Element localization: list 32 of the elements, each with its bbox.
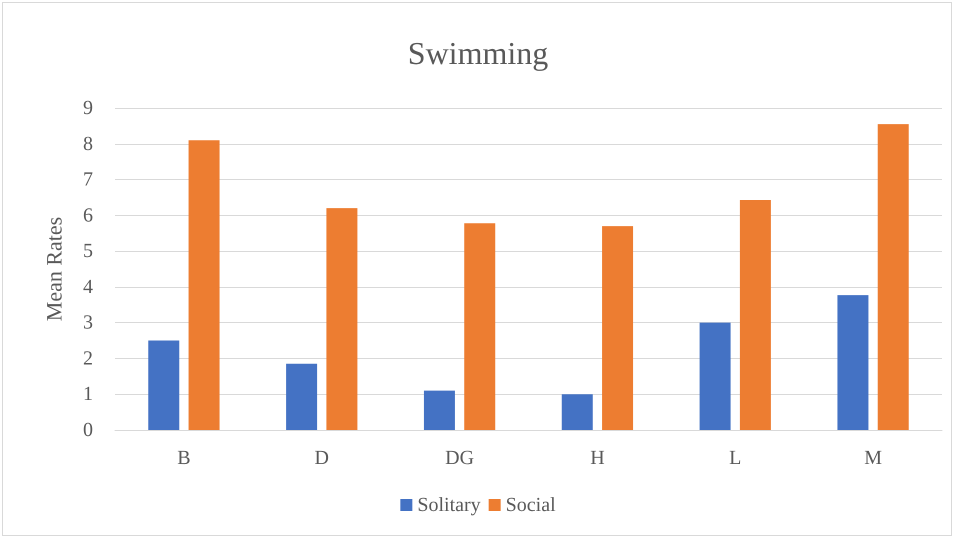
y-tick-label: 9 [83,97,93,119]
bar [562,394,593,430]
bar [326,208,358,430]
y-tick-label: 3 [83,312,93,334]
bar [148,340,180,430]
bar [740,200,771,430]
x-tick-label: D [314,447,329,469]
x-tick-label: B [177,447,191,469]
chart-title: Swimming [408,35,548,71]
y-tick-label: 2 [83,347,93,370]
legend-label: Solitary [417,494,481,516]
y-tick-label: 7 [83,168,93,191]
legend-label: Social [506,494,556,516]
x-tick-label: H [590,447,605,469]
bar [188,140,220,430]
y-tick-label: 4 [83,276,93,298]
y-axis-title: Mean Rates [42,216,66,322]
x-tick-label: M [864,447,882,469]
bar [602,226,634,430]
x-tick-label: L [729,447,742,469]
bar [424,390,455,430]
y-tick-label: 1 [83,383,93,406]
y-tick-label: 5 [83,240,93,262]
y-tick-label: 8 [83,132,93,155]
bar [700,322,731,430]
bar [837,295,868,430]
y-tick-label: 6 [83,204,93,226]
bar [464,223,496,430]
bar [286,364,318,430]
y-tick-label: 0 [83,419,93,441]
bar [878,124,909,430]
x-tick-label: DG [445,447,474,469]
